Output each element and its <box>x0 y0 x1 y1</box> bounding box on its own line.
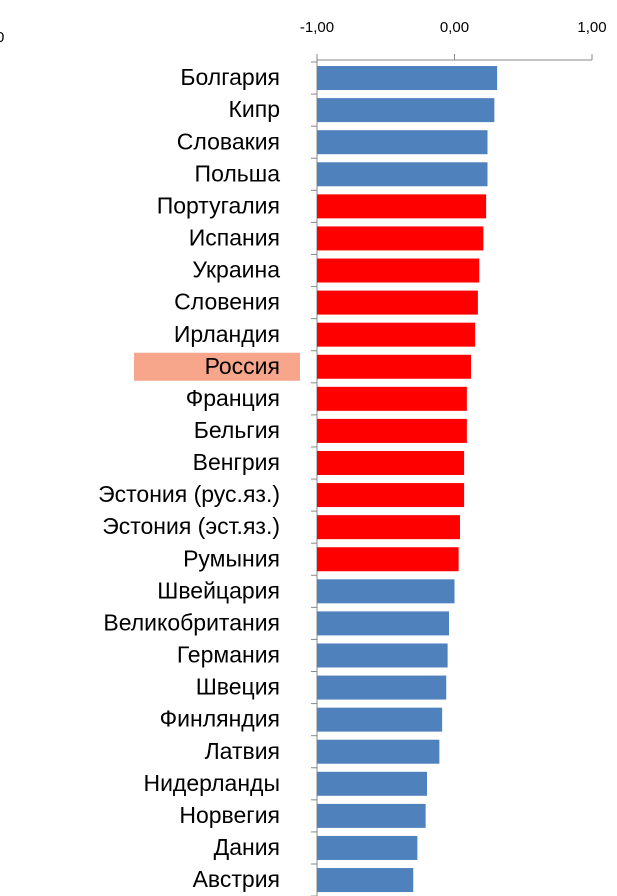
bar <box>317 739 440 764</box>
bar <box>317 451 465 475</box>
bar <box>317 386 467 411</box>
y-tick-label: Россия <box>205 353 280 379</box>
bar <box>317 675 447 700</box>
y-tick-label: Дания <box>214 834 280 860</box>
y-tick-label: Швейцария <box>157 577 280 603</box>
bar <box>317 290 478 315</box>
y-tick-label: Эстония (эст.яз.) <box>102 513 280 539</box>
y-tick-label: Норвегия <box>179 802 280 828</box>
bar <box>317 162 488 187</box>
y-tick-label: Франция <box>186 385 280 411</box>
bar <box>317 354 471 379</box>
bar <box>317 258 480 283</box>
bar <box>317 66 498 91</box>
y-tick-label: Латвия <box>205 738 280 764</box>
bar <box>317 835 418 860</box>
y-tick-label: Словения <box>174 289 280 315</box>
label-highlight <box>134 352 300 381</box>
bar <box>317 707 443 732</box>
y-tick-label: Венгрия <box>193 449 280 475</box>
y-tick-label: Испания <box>189 225 280 251</box>
stray-label: 0 <box>0 29 4 46</box>
y-tick-label: Великобритания <box>103 609 280 635</box>
y-tick-label: Швеция <box>196 674 280 700</box>
y-tick-label: Румыния <box>183 545 280 571</box>
bar <box>317 611 449 636</box>
y-tick-label: Бельгия <box>194 417 280 443</box>
x-tick-label: 0,00 <box>440 19 469 36</box>
bar <box>317 194 487 219</box>
bar <box>317 547 459 572</box>
bar <box>317 771 427 796</box>
x-tick-label: -1,00 <box>300 19 334 36</box>
bar <box>317 226 484 251</box>
bar <box>317 418 467 443</box>
bar <box>317 483 465 508</box>
y-tick-label: Финляндия <box>160 706 280 732</box>
y-tick-label: Германия <box>177 642 280 668</box>
bar <box>317 868 414 893</box>
x-tick-label: 1,00 <box>577 19 606 36</box>
y-tick-label: Португалия <box>157 192 280 218</box>
bar <box>317 579 455 604</box>
bar <box>317 98 495 123</box>
y-tick-label: Эстония (рус.яз.) <box>98 481 280 507</box>
bar <box>317 515 460 540</box>
y-tick-label: Украина <box>192 257 280 283</box>
y-tick-label: Нидерланды <box>143 770 280 796</box>
y-tick-label: Словакия <box>177 128 280 154</box>
bar <box>317 643 448 668</box>
bar <box>317 130 488 155</box>
y-tick-label: Болгария <box>180 64 280 90</box>
y-tick-label: Ирландия <box>174 321 280 347</box>
y-tick-label: Кипр <box>229 96 281 122</box>
y-tick-label: Польша <box>195 160 281 186</box>
bar <box>317 322 476 347</box>
bar <box>317 803 426 828</box>
y-tick-label: Австрия <box>193 866 280 892</box>
